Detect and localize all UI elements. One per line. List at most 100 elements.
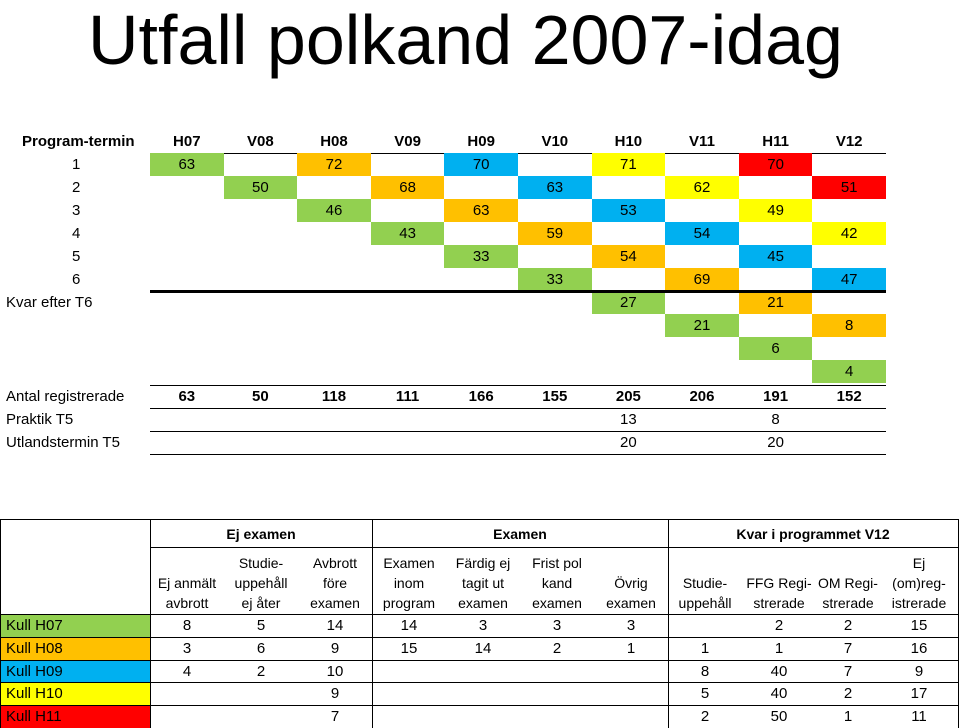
outcome-cell: 14 — [326, 617, 344, 634]
row-label: 5 — [72, 248, 81, 265]
outcome-cell: 6 — [256, 639, 266, 657]
column-header-line: Frist pol — [532, 555, 582, 571]
column-header-line: uppehåll — [678, 595, 732, 611]
column-header: Färdig ej tagit ut examen — [446, 553, 520, 613]
antal-value: 206 — [689, 388, 715, 405]
antal-value: 155 — [542, 388, 568, 405]
outcome-cell — [372, 705, 446, 728]
outcome-cell — [224, 705, 298, 728]
outcome-cell: 2 — [843, 685, 853, 703]
outcome-cell — [594, 660, 668, 683]
outcome-cell: 2 — [700, 708, 710, 726]
column-header-line: före — [322, 575, 348, 591]
table-left-border — [0, 519, 1, 728]
column-header: Studie-uppehåll — [668, 573, 742, 613]
outcome-cell: 9 — [914, 662, 924, 680]
outcome-cell — [594, 682, 668, 705]
cohort-cell: 59 — [518, 222, 592, 245]
cohort-cell: 70 — [738, 153, 813, 176]
cohort-cell: 21 — [738, 291, 813, 314]
row-divider — [0, 636, 958, 638]
outcome-cell: 8 — [182, 617, 192, 634]
group-divider — [150, 519, 151, 728]
cohort-cell: 46 — [297, 199, 371, 222]
column-header-line: examen — [532, 595, 582, 611]
outcome-cell: 1 — [700, 639, 710, 657]
row-label: 2 — [72, 179, 81, 196]
cohort-cell: 4 — [812, 360, 886, 383]
kull-row-label-bg — [1, 636, 150, 660]
cohort-cell: 70 — [444, 153, 518, 176]
outcome-cell: 14 — [474, 639, 492, 657]
column-header-line: Studie- — [682, 575, 728, 591]
cohort-cell: 33 — [444, 245, 518, 268]
kvar-divider — [150, 290, 886, 293]
cohort-cell: 47 — [812, 268, 886, 291]
column-header-line: examen — [310, 595, 360, 611]
outcome-cell: 2 — [843, 617, 853, 634]
cohort-cell: 45 — [738, 245, 813, 268]
kull-row-label: Kull H11 — [6, 708, 62, 726]
cohort-cell: 63 — [518, 176, 592, 199]
cohort-cell: 6 — [738, 337, 813, 360]
outcome-cell: 15 — [400, 639, 418, 657]
column-header-v12: V12 — [835, 133, 863, 150]
column-header-h10: H10 — [614, 133, 643, 150]
outcome-cell — [446, 660, 520, 683]
row-label: 6 — [72, 271, 81, 288]
outcome-cell — [520, 660, 594, 683]
cohort-cell: 8 — [812, 314, 886, 337]
row-label: Kvar efter T6 — [6, 294, 93, 311]
column-header: Frist pol kand examen — [520, 553, 594, 613]
column-header-h09: H09 — [467, 133, 495, 150]
kull-row-label-bg — [1, 705, 150, 728]
cohort-cell: 42 — [812, 222, 886, 245]
group-header: Examen — [493, 526, 547, 542]
cohort-cell: 21 — [665, 314, 739, 337]
cohort-cell: 27 — [591, 291, 666, 314]
kull-row-label: Kull H10 — [6, 685, 63, 703]
column-header: OM Regi-strerade — [816, 573, 880, 613]
kull-row-label-bg — [1, 682, 150, 706]
outcome-cell: 11 — [911, 708, 927, 726]
outcome-cell: 40 — [770, 685, 788, 703]
column-header: Avbrott före examen — [298, 553, 372, 613]
antal-value: 205 — [615, 388, 641, 405]
outcome-cell: 2 — [256, 662, 266, 680]
cohort-cell: 71 — [591, 153, 666, 176]
column-header-line: program — [382, 595, 436, 611]
column-header-h07: H07 — [173, 133, 201, 150]
column-header-line: Färdig ej — [455, 555, 511, 571]
column-header-line: OM Regi- — [818, 575, 878, 591]
column-header-line: avbrott — [165, 595, 209, 611]
outcome-cell — [150, 682, 224, 705]
column-header: Examen inom program — [372, 553, 446, 613]
kull-row-label: Kull H07 — [6, 617, 63, 634]
outcome-cell — [446, 682, 520, 705]
column-header-h08: H08 — [320, 133, 348, 150]
column-header-h11: H11 — [762, 133, 789, 150]
column-header-line: Ej anmält — [157, 575, 217, 591]
cohort-cell: 51 — [812, 176, 886, 199]
column-header-line: uppehåll — [234, 575, 288, 591]
outcome-cell: 4 — [182, 662, 192, 680]
outcome-cell: 1 — [843, 708, 853, 726]
header-divider — [150, 153, 886, 154]
cohort-cell: 54 — [591, 245, 666, 268]
column-header: FFG Regi-strerade — [742, 573, 816, 613]
outcome-cell: 1 — [626, 639, 636, 657]
page-title: Utfall polkand 2007-idag — [88, 1, 843, 79]
group-header: Ej examen — [226, 526, 296, 542]
cohort-cell: 63 — [444, 199, 518, 222]
antal-value: 152 — [836, 388, 862, 405]
utland-value: 20 — [767, 434, 784, 451]
column-header: Studie-uppehåll ej åter — [224, 553, 298, 613]
kull-row-label-bg — [1, 614, 150, 637]
row-divider — [0, 682, 958, 684]
antal-divider — [150, 385, 886, 386]
cohort-cell: 50 — [223, 176, 298, 199]
antal-value: 166 — [468, 388, 494, 405]
table-right-border — [958, 519, 959, 728]
column-header-line: examen — [458, 595, 508, 611]
kull-row-label: Kull H08 — [6, 639, 63, 657]
